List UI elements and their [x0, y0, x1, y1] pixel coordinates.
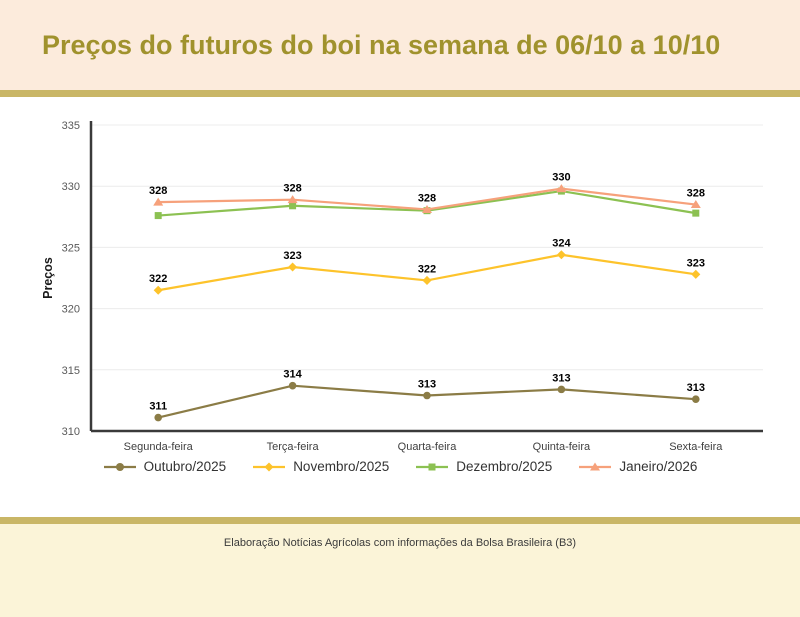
data-point-marker	[153, 197, 164, 206]
data-point-marker	[690, 200, 701, 209]
legend-item-janeiro-2026: Janeiro/2026	[578, 459, 697, 474]
data-label: 314	[283, 369, 302, 381]
page-title: Preços do futuros do boi na semana de 06…	[42, 29, 721, 60]
data-label: 330	[552, 172, 570, 184]
data-label: 324	[552, 238, 571, 250]
y-tick-label: 335	[62, 120, 80, 132]
data-label: 323	[283, 250, 301, 262]
data-point-marker	[692, 209, 700, 217]
divider-bottom	[0, 517, 800, 524]
x-axis-label: Quinta-feira	[533, 441, 591, 453]
x-axis-label: Terça-feira	[267, 441, 320, 453]
x-axis-label: Sexta-feira	[669, 441, 723, 453]
data-point-marker	[287, 195, 298, 204]
legend-item-outubro-2025: Outubro/2025	[103, 459, 227, 474]
data-label: 328	[149, 185, 167, 197]
data-label: 328	[418, 192, 436, 204]
page-header: Preços do futuros do boi na semana de 06…	[0, 0, 800, 90]
legend-label: Janeiro/2026	[619, 459, 698, 474]
page-footer: Elaboração Notícias Agrícolas com inform…	[0, 524, 800, 617]
data-label: 313	[687, 382, 705, 394]
data-point-marker	[556, 250, 566, 260]
data-point-marker	[691, 269, 701, 279]
data-label: 328	[283, 183, 301, 195]
data-point-marker	[289, 202, 297, 210]
data-point-marker	[288, 381, 297, 390]
data-point-marker	[692, 395, 700, 403]
data-point-marker	[422, 275, 432, 285]
data-point-marker	[557, 385, 566, 394]
data-point-marker	[422, 204, 432, 213]
y-axis-title: Preços	[41, 257, 55, 299]
legend-label: Novembro/2025	[293, 459, 390, 474]
data-label: 322	[418, 263, 436, 275]
data-label: 313	[552, 372, 570, 384]
data-point-marker	[153, 285, 163, 295]
data-point-marker	[423, 391, 431, 400]
y-tick-label: 315	[62, 365, 80, 377]
chart-panel: 310 315 320 325 330 335 Preços Segunda-feira Ter…	[0, 97, 800, 517]
x-axis-label: Segunda-feira	[124, 441, 194, 453]
data-label: 328	[687, 188, 705, 200]
data-point-marker	[154, 212, 162, 220]
legend-marker-icon	[103, 462, 136, 471]
data-point-marker	[556, 184, 567, 193]
legend-item-novembro-2025: Novembro/2025	[252, 459, 389, 474]
y-tick-label: 325	[62, 242, 80, 254]
legend-label: Dezembro/2025	[456, 459, 553, 474]
data-point-marker	[154, 413, 162, 422]
credit-text: Elaboração Notícias Agrícolas com inform…	[223, 537, 577, 549]
y-tick-label: 310	[62, 426, 80, 438]
line-chart: 310 315 320 325 330 335 Preços Segunda-feira Ter…	[41, 120, 763, 453]
legend-marker-icon	[253, 461, 286, 472]
legend-marker-icon	[416, 463, 449, 470]
data-label: 311	[149, 401, 167, 413]
y-tick-label: 330	[62, 181, 80, 193]
legend-marker-icon	[579, 462, 612, 470]
data-label: 313	[418, 379, 436, 391]
y-tick-label: 320	[62, 304, 80, 316]
chart-legend: Outubro/2025 Novembro/2025 Dezembro/2025 Ja…	[0, 459, 800, 474]
data-label: 323	[687, 257, 705, 269]
legend-label: Outubro/2025	[143, 459, 227, 474]
divider-top	[0, 90, 800, 97]
legend-item-dezembro-2025: Dezembro/2025	[415, 459, 552, 474]
x-axis-label: Quarta-feira	[398, 441, 458, 453]
data-point-marker	[288, 262, 298, 272]
data-label: 322	[149, 273, 167, 285]
